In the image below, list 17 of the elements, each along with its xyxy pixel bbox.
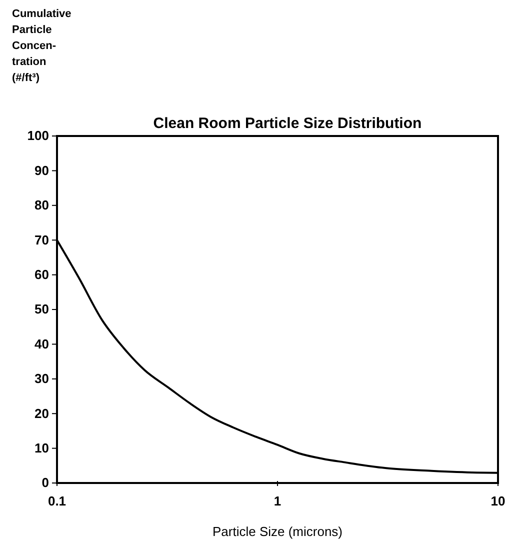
y-tick-label: 50 — [34, 302, 49, 317]
y-tick-label: 80 — [34, 198, 49, 213]
y-axis-title: Cumulative Particle Concen- tration (#/ft³) — [12, 8, 72, 84]
y-tick-label: 100 — [27, 128, 49, 144]
x-tick-label: 10 — [490, 493, 505, 508]
y-tick-label: 40 — [34, 336, 49, 352]
y-tick-label: 70 — [34, 232, 49, 248]
x-axis-title: Particle Size (microns) — [212, 524, 343, 539]
x-tick-label: 0.1 — [48, 493, 66, 508]
y-tick-label: 20 — [34, 406, 49, 421]
y-tick-label: 90 — [34, 162, 49, 178]
y-tick-label: 10 — [34, 440, 49, 456]
x-tick-label: 1 — [274, 493, 282, 508]
y-tick-label: 60 — [34, 266, 49, 282]
y-tick-label: 30 — [34, 371, 49, 386]
chart-title: Clean Room Particle Size Distribution — [153, 115, 422, 132]
y-tick-label: 0 — [42, 475, 49, 490]
